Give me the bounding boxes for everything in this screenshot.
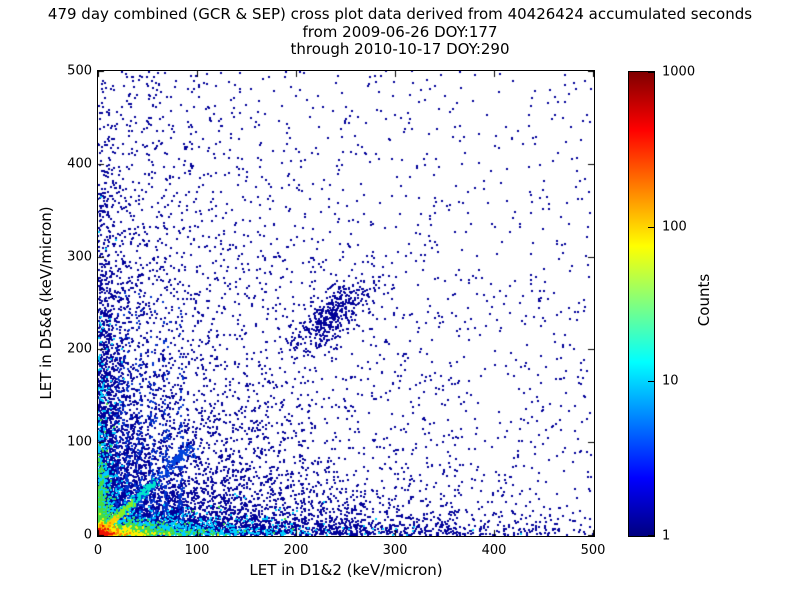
x-tick-label: 200	[283, 543, 309, 558]
y-tick-label: 400	[67, 156, 92, 172]
y-tick-label: 300	[67, 249, 92, 265]
x-tick-label: 0	[93, 543, 103, 558]
colorbar-tick	[648, 227, 654, 228]
chart-title: 479 day combined (GCR & SEP) cross plot …	[47, 5, 753, 23]
x-axis-label: LET in D1&2 (keV/micron)	[249, 561, 443, 579]
colorbar-label: Counts	[695, 273, 713, 327]
colorbar-tick-label: 100	[662, 219, 687, 235]
scatter-points-canvas	[98, 71, 594, 536]
x-tick-label: 500	[580, 543, 606, 558]
plot-area	[97, 70, 595, 537]
colorbar-tick	[648, 381, 654, 382]
colorbar-tick-label: 1000	[662, 64, 696, 80]
x-tick-label: 100	[184, 543, 210, 558]
colorbar	[628, 71, 655, 537]
y-tick-label: 200	[67, 341, 92, 357]
colorbar-tick-label: 10	[662, 373, 679, 389]
colorbar-tick	[648, 72, 654, 73]
chart-subtitle-through: through 2010-10-17 DOY:290	[290, 40, 510, 58]
y-tick-label: 100	[67, 434, 92, 450]
chart-subtitle-from: from 2009-06-26 DOY:177	[302, 23, 498, 41]
x-tick-label: 400	[481, 543, 507, 558]
y-tick-label: 0	[83, 527, 92, 543]
colorbar-tick	[648, 535, 654, 536]
colorbar-tick-label: 1	[662, 528, 671, 544]
y-tick-label: 500	[67, 63, 92, 79]
x-tick-label: 300	[382, 543, 408, 558]
y-axis-label: LET in D5&6 (keV/micron)	[37, 206, 55, 400]
